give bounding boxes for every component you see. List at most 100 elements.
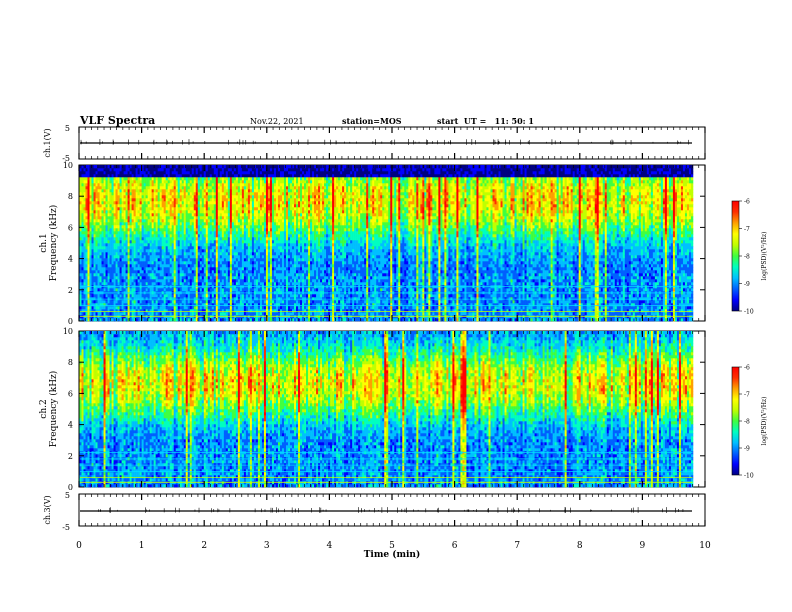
spectrogram-cell bbox=[120, 312, 122, 315]
spectrogram-cell bbox=[122, 168, 124, 171]
spectrogram-cell bbox=[80, 252, 82, 255]
spectrogram-cell bbox=[130, 183, 132, 186]
spectrogram-cell bbox=[112, 264, 114, 267]
spectrogram-cell bbox=[98, 195, 100, 198]
spectrogram-cell bbox=[88, 177, 90, 180]
spectrogram-cell bbox=[128, 204, 130, 207]
spectrogram-cell bbox=[138, 279, 140, 282]
spectrogram-cell bbox=[106, 306, 108, 309]
spectrogram-cell bbox=[110, 261, 112, 264]
spectrogram-cell bbox=[114, 213, 116, 216]
spectrogram-cell bbox=[108, 258, 110, 261]
spectrogram-cell bbox=[92, 249, 94, 252]
spectrogram-cell bbox=[92, 210, 94, 213]
spectrogram-cell bbox=[106, 186, 108, 189]
spectrogram-cell bbox=[106, 168, 108, 171]
spectrogram-cell bbox=[120, 318, 122, 321]
spectrogram-cell bbox=[100, 189, 102, 192]
spectrogram-cell bbox=[114, 261, 116, 264]
spectrogram-cell bbox=[104, 300, 106, 303]
spectrogram-cell bbox=[82, 201, 84, 204]
spectrogram-cell bbox=[100, 204, 102, 207]
spectrogram-cell bbox=[84, 207, 86, 210]
spectrogram-cell bbox=[124, 234, 126, 237]
spectrogram-cell bbox=[130, 204, 132, 207]
spectrogram-cell bbox=[114, 165, 116, 168]
spectrogram-cell bbox=[100, 237, 102, 240]
spectrogram-cell bbox=[116, 174, 118, 177]
spectrogram-cell bbox=[122, 279, 124, 282]
spectrogram-cell bbox=[88, 192, 90, 195]
spectrogram-cell bbox=[80, 234, 82, 237]
spectrogram-cell bbox=[132, 306, 134, 309]
spectrogram-cell bbox=[92, 225, 94, 228]
spectrogram-cell bbox=[92, 219, 94, 222]
spectrogram-cell bbox=[82, 228, 84, 231]
spectrogram-cell bbox=[108, 174, 110, 177]
spectrogram-cell bbox=[126, 237, 128, 240]
spectrogram-cell bbox=[118, 255, 120, 258]
spectrogram-cell bbox=[90, 216, 92, 219]
spectrogram-cell bbox=[134, 246, 136, 249]
spectrogram-cell bbox=[126, 300, 128, 303]
spectrogram-cell bbox=[104, 189, 106, 192]
spectrogram-cell bbox=[88, 225, 90, 228]
spectrogram-cell bbox=[114, 225, 116, 228]
spectrogram-cell bbox=[92, 198, 94, 201]
spectrogram-cell bbox=[134, 258, 136, 261]
spectrogram-cell bbox=[124, 174, 126, 177]
spectrogram-cell bbox=[130, 195, 132, 198]
spectrogram-cell bbox=[88, 240, 90, 243]
spectrogram-cell bbox=[126, 234, 128, 237]
spectrogram-cell bbox=[122, 273, 124, 276]
spectrogram-cell bbox=[106, 258, 108, 261]
spectrogram-cell bbox=[114, 273, 116, 276]
spectrogram-cell bbox=[108, 165, 110, 168]
spectrogram-cell bbox=[90, 312, 92, 315]
spectrogram-cell bbox=[100, 210, 102, 213]
spectrogram-cell bbox=[88, 258, 90, 261]
spectrogram-cell bbox=[110, 237, 112, 240]
spectrogram-cell bbox=[114, 189, 116, 192]
spectrogram-cell bbox=[86, 273, 88, 276]
spectrogram-cell bbox=[132, 246, 134, 249]
spectrogram-cell bbox=[130, 165, 132, 168]
spectrogram-cell bbox=[104, 297, 106, 300]
spectrogram-cell bbox=[130, 198, 132, 201]
spectrogram-cell bbox=[80, 246, 82, 249]
spectrogram-cell bbox=[94, 264, 96, 267]
spectrogram-cell bbox=[90, 255, 92, 258]
spectrogram-cell bbox=[130, 240, 132, 243]
spectrogram-cell bbox=[88, 237, 90, 240]
spectrogram-cell bbox=[102, 174, 104, 177]
spectrogram-cell bbox=[118, 216, 120, 219]
spectrogram-cell bbox=[84, 273, 86, 276]
spectrogram-cell bbox=[106, 300, 108, 303]
spectrogram-cell bbox=[106, 270, 108, 273]
spectrogram-cell bbox=[124, 216, 126, 219]
spectrogram-cell bbox=[128, 273, 130, 276]
spectrogram-cell bbox=[112, 258, 114, 261]
spectrogram-cell bbox=[130, 186, 132, 189]
spectrogram-cell bbox=[136, 249, 138, 252]
spectrogram-cell bbox=[80, 198, 82, 201]
spectrogram-cell bbox=[88, 234, 90, 237]
spectrogram-cell bbox=[114, 270, 116, 273]
spectrogram-cell bbox=[114, 207, 116, 210]
spectrogram-cell bbox=[112, 261, 114, 264]
spectrogram-cell bbox=[98, 216, 100, 219]
spectrogram-cell bbox=[126, 297, 128, 300]
spectrogram-cell bbox=[112, 222, 114, 225]
spectrogram-cell bbox=[98, 288, 100, 291]
spectrogram-cell bbox=[102, 297, 104, 300]
spectrogram-cell bbox=[126, 219, 128, 222]
spectrogram-cell bbox=[124, 201, 126, 204]
spectrogram-cell bbox=[120, 201, 122, 204]
spectrogram-cell bbox=[106, 312, 108, 315]
spectrogram-cell bbox=[116, 306, 118, 309]
spectrogram-cell bbox=[128, 195, 130, 198]
spectrogram-cell bbox=[118, 198, 120, 201]
spectrogram-cell bbox=[84, 189, 86, 192]
spectrogram-cell bbox=[130, 312, 132, 315]
spectrogram-cell bbox=[122, 180, 124, 183]
